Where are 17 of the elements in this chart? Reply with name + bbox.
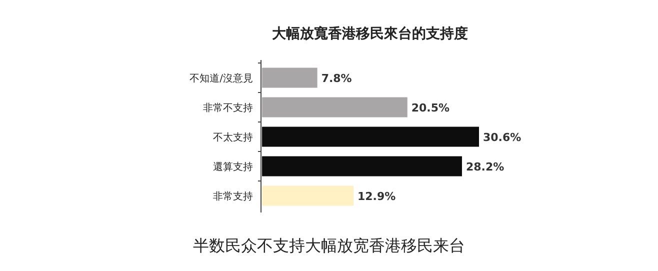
bar (262, 126, 479, 147)
bar (262, 156, 462, 176)
y-tick-label: 還算支持 (213, 160, 253, 173)
text: 半数民众不支持大幅放宽香港移民来台 (193, 236, 465, 255)
bar (262, 97, 408, 118)
y-tick-label: 非常支持 (213, 190, 253, 202)
chart-title: 大幅放寬香港移民來台的支持度 (272, 25, 468, 42)
y-tick-label: 非常不支持 (203, 102, 253, 114)
data-label: 20.5% (411, 101, 450, 114)
bar (262, 68, 318, 88)
y-tick-label: 不知道/沒意見 (190, 72, 253, 84)
data-label: 28.2% (466, 160, 504, 174)
bar (262, 186, 354, 206)
y-tick-label: 不太支持 (213, 131, 253, 144)
data-label: 7.8% (321, 72, 352, 85)
data-label: 12.9% (357, 190, 396, 203)
data-label: 30.6% (483, 130, 522, 144)
